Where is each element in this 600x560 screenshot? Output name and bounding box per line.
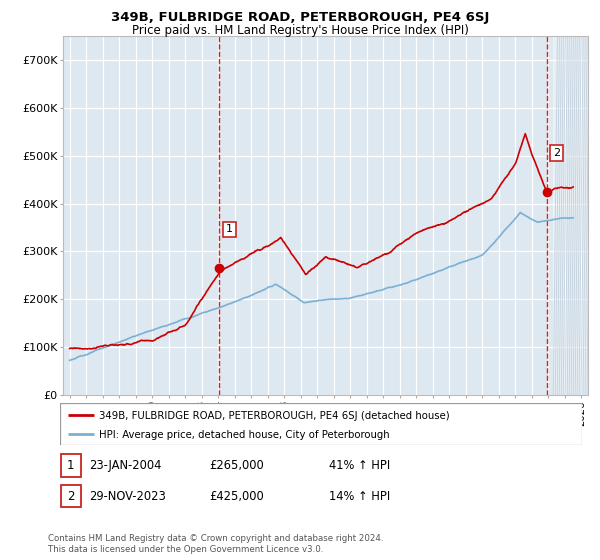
Text: 349B, FULBRIDGE ROAD, PETERBOROUGH, PE4 6SJ: 349B, FULBRIDGE ROAD, PETERBOROUGH, PE4 …: [111, 11, 489, 24]
Text: Contains HM Land Registry data © Crown copyright and database right 2024.
This d: Contains HM Land Registry data © Crown c…: [48, 534, 383, 554]
Text: Price paid vs. HM Land Registry's House Price Index (HPI): Price paid vs. HM Land Registry's House …: [131, 24, 469, 36]
Bar: [553, 36, 588, 395]
Text: 1: 1: [67, 459, 74, 472]
Text: £425,000: £425,000: [209, 489, 263, 503]
Text: HPI: Average price, detached house, City of Peterborough: HPI: Average price, detached house, City…: [99, 430, 390, 440]
Bar: [61, 454, 80, 477]
Text: 41% ↑ HPI: 41% ↑ HPI: [329, 459, 390, 472]
Text: £265,000: £265,000: [209, 459, 263, 472]
Text: 349B, FULBRIDGE ROAD, PETERBOROUGH, PE4 6SJ (detached house): 349B, FULBRIDGE ROAD, PETERBOROUGH, PE4 …: [99, 411, 450, 421]
Text: 29-NOV-2023: 29-NOV-2023: [89, 489, 166, 503]
Text: 23-JAN-2004: 23-JAN-2004: [89, 459, 161, 472]
Bar: [61, 485, 80, 507]
Text: 2: 2: [553, 148, 560, 158]
Text: 1: 1: [226, 225, 233, 234]
Text: 2: 2: [67, 489, 74, 503]
Text: 14% ↑ HPI: 14% ↑ HPI: [329, 489, 390, 503]
